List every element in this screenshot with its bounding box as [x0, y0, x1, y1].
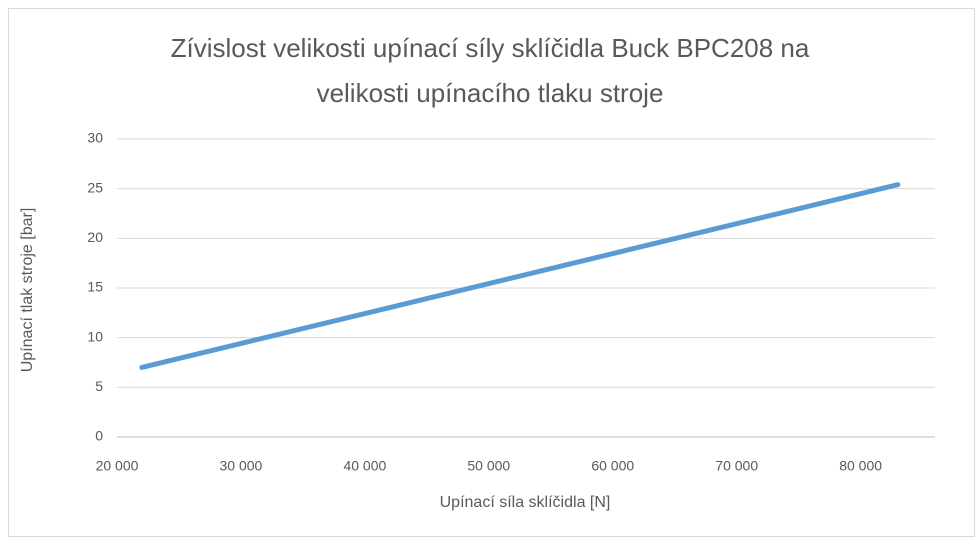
y-tick-label: 5 — [95, 378, 103, 394]
chart-frame — [8, 8, 975, 537]
x-tick-label: 60 000 — [591, 458, 634, 474]
x-tick-label: 40 000 — [343, 458, 386, 474]
y-tick-label: 30 — [87, 130, 103, 146]
y-tick-label: 20 — [87, 229, 103, 245]
x-tick-label: 30 000 — [220, 458, 263, 474]
y-axis-title: Upínací tlak stroje [bar] — [19, 208, 36, 373]
x-axis-title: Upínací síla sklíčidla [N] — [440, 494, 611, 511]
x-tick-label: 80 000 — [839, 458, 882, 474]
chart-title: Zívislost velikosti upínací síly sklíčid… — [171, 33, 810, 63]
x-tick-label: 70 000 — [715, 458, 758, 474]
x-tick-label: 50 000 — [467, 458, 510, 474]
y-tick-label: 10 — [87, 328, 103, 344]
data-line — [139, 182, 901, 370]
chart-title: velikosti upínacího tlaku stroje — [317, 78, 664, 108]
y-tick-label: 0 — [95, 428, 103, 444]
x-tick-label: 20 000 — [96, 458, 139, 474]
y-tick-label: 25 — [87, 179, 103, 195]
y-tick-label: 15 — [87, 279, 103, 295]
